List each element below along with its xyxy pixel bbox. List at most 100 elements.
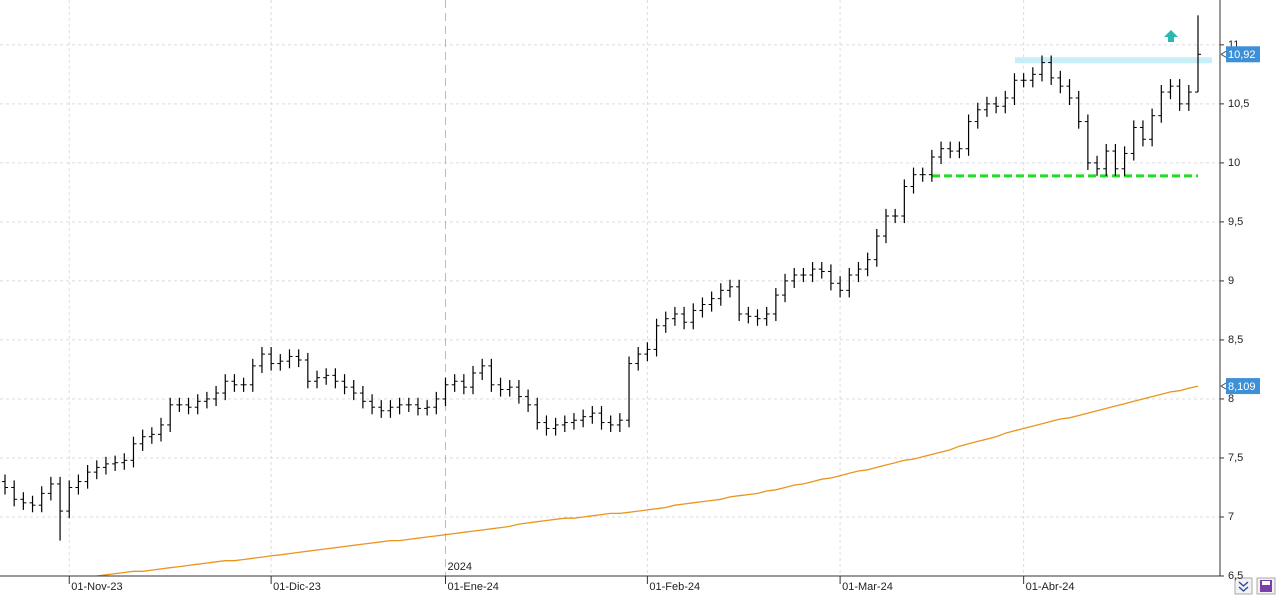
ohlc-bar [974,102,981,129]
ohlc-bar [892,208,899,224]
ohlc-bar [387,400,394,418]
ohlc-bar [396,397,403,415]
y-tick-label: 11 [1228,39,1239,51]
ohlc-bar [222,374,229,401]
ohlc-bar [561,415,568,432]
ohlc-bar [323,368,330,385]
ohlc-bar [350,380,357,401]
ohlc-bar [1185,84,1192,111]
ohlc-bar [616,413,623,432]
ohlc-bar [1103,144,1110,176]
ohlc-bar [57,476,64,541]
ohlc-bar [873,228,880,267]
y-tick-label: 7 [1228,511,1234,523]
ohlc-bar [699,297,706,318]
ohlc-bar [763,306,770,326]
ohlc-bar [1029,67,1036,88]
ohlc-bar [947,141,954,159]
ohlc-bar [607,415,614,432]
ohlc-bar [1149,108,1156,147]
save-button[interactable] [1256,577,1276,595]
ohlc-bar [1020,73,1027,88]
ohlc-bar [928,149,935,182]
ohlc-bar [176,397,183,412]
ohlc-bar [1011,73,1018,106]
ohlc-bar [121,453,128,470]
y-tick-label: 6,5 [1228,570,1243,582]
ohlc-bar [506,380,513,397]
ohlc-bar [11,480,18,507]
ohlc-bar [1130,120,1137,161]
y-tick-label: 10 [1228,157,1240,169]
ohlc-bar [66,480,73,519]
ohlc-bar [791,267,798,288]
x-tick-label: 01-Abr-24 [1026,581,1075,593]
ohlc-bar [690,303,697,330]
ohlc-bar [515,380,522,404]
ohlc-bar [369,394,376,415]
ohlc-bar [772,288,779,322]
ohlc-bar [809,262,816,283]
ohlc-bar [782,273,789,303]
ohlc-bar [139,429,146,451]
ohlc-bar [910,167,917,194]
x-tick-label: 01-Mar-24 [842,581,893,593]
ohlc-bar [1094,155,1101,176]
ohlc-bar [580,409,587,428]
ohlc-bar [552,417,559,436]
ohlc-bar [29,495,36,513]
ohlc-bar [534,397,541,430]
ohlc-bar [1075,90,1082,129]
ohlc-bar [827,264,834,291]
ohlc-bar [102,456,109,475]
ohlc-bar [846,267,853,298]
year-label: 2024 [447,561,471,573]
ohlc-bar [708,291,715,312]
ohlc-bar [249,358,256,392]
ohlc-bar [598,406,605,430]
ohlc-bar [258,347,265,373]
ohlc-bar [286,349,293,369]
ohlc-bar [84,465,91,489]
x-tick-label: 01-Nov-23 [71,581,122,593]
ohlc-bar [341,374,348,395]
moving-average-line [96,385,1199,577]
scroll-button[interactable] [1234,577,1253,595]
ohlc-bar [295,349,302,368]
ohlc-bar [433,391,440,415]
ohlc-bar [1066,79,1073,106]
ohlc-bar [671,306,678,326]
ohlc-bar [525,389,532,412]
ohlc-bar [442,377,449,407]
grid [0,0,1220,577]
ohlc-bar [405,397,412,412]
ohlc-bar [570,413,577,430]
ohlc-bar [268,347,275,371]
ohlc-bar [38,486,45,513]
ohlc-bar [855,262,862,283]
ohlc-bar [1167,79,1174,100]
ohlc-bar [148,427,155,444]
y-tick-label: 8,5 [1228,334,1243,346]
price-tag-label: 8,109 [1228,381,1256,393]
ohlc-bar [864,252,871,277]
y-tick-label: 9 [1228,275,1234,287]
save-icon-label [1262,581,1270,585]
ohlc-bar [213,385,220,407]
x-tick-label: 01-Feb-24 [649,581,700,593]
ohlc-bar [240,377,247,392]
ohlc-bar [1176,79,1183,111]
ohlc-bar [194,394,201,415]
ohlc-bar [75,474,82,495]
y-tick-label: 9,5 [1228,216,1243,228]
ohlc-bar [130,436,137,468]
ohlc-bar [1112,144,1119,176]
ohlc-bar [112,455,119,471]
ohlc-bar [231,374,238,392]
signal-arrow [1164,30,1178,42]
ohlc-bar [1139,120,1146,147]
price-tag [1226,378,1260,395]
ohlc-bar [644,342,651,362]
ohlc-bar [359,385,366,409]
